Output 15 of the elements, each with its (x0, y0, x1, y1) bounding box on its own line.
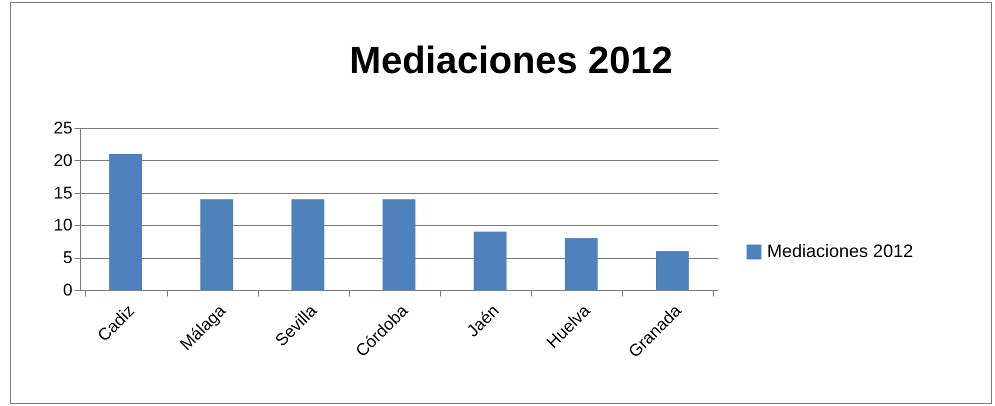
bar (291, 199, 324, 290)
bar (474, 232, 507, 290)
bar (656, 251, 689, 290)
bar (564, 238, 598, 290)
chart-title: Mediaciones 2012 (349, 40, 673, 82)
y-tick-label: 20 (54, 150, 72, 170)
bar (382, 199, 416, 290)
y-tick-label: 15 (54, 183, 72, 202)
bar (109, 154, 142, 290)
legend-label: Mediaciones 2012 (767, 241, 914, 261)
y-tick-label: 5 (63, 248, 72, 268)
y-tick-label: 10 (54, 216, 72, 235)
y-tick-label: 25 (54, 118, 72, 138)
bar (200, 199, 234, 290)
y-tick-label: 0 (63, 280, 72, 300)
